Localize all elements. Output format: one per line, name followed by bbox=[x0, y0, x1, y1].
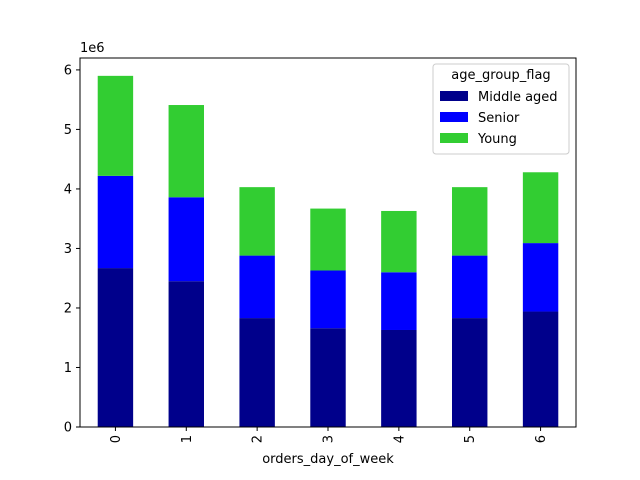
x-tick-label: 1 bbox=[180, 435, 195, 443]
y-tick-label: 0 bbox=[64, 421, 72, 436]
legend: age_group_flag Middle aged Senior Young bbox=[432, 63, 570, 155]
legend-label-senior: Senior bbox=[478, 111, 520, 126]
y-tick-label: 6 bbox=[64, 63, 72, 78]
x-tick-label: 4 bbox=[392, 435, 407, 443]
bar-young-day-1 bbox=[168, 105, 204, 198]
bar-young-day-2 bbox=[239, 187, 275, 256]
bar-middle-aged-day-2 bbox=[239, 318, 275, 427]
x-tick-label: 3 bbox=[322, 435, 337, 443]
legend-items: Middle aged Senior Young bbox=[440, 90, 558, 147]
bar-middle-aged-day-3 bbox=[310, 328, 346, 427]
y-tick-label: 5 bbox=[64, 123, 72, 138]
y-tick-label: 2 bbox=[64, 301, 72, 316]
bar-middle-aged-day-1 bbox=[168, 281, 204, 427]
legend-box bbox=[432, 63, 570, 155]
y-tick-label: 3 bbox=[64, 242, 72, 257]
legend-swatch-senior bbox=[440, 112, 468, 122]
bar-senior-day-2 bbox=[239, 255, 275, 319]
legend-swatch-middle-aged bbox=[440, 91, 468, 101]
y-scale-label: 1e6 bbox=[80, 41, 105, 56]
bars-group bbox=[97, 75, 559, 427]
bar-senior-day-3 bbox=[310, 270, 346, 329]
plot-frame bbox=[79, 57, 577, 428]
bar-middle-aged-day-5 bbox=[452, 318, 488, 427]
bar-young-day-4 bbox=[381, 210, 417, 273]
x-tick-label: 0 bbox=[109, 435, 124, 443]
bar-senior-day-1 bbox=[168, 197, 204, 282]
bar-senior-day-5 bbox=[452, 255, 488, 319]
x-axis: 0 1 2 3 4 5 6 bbox=[109, 427, 549, 443]
bar-senior-day-4 bbox=[381, 272, 417, 330]
bar-senior-day-0 bbox=[97, 175, 134, 269]
bar-young-day-5 bbox=[452, 187, 488, 256]
bar-middle-aged-day-0 bbox=[97, 268, 134, 427]
bar-senior-day-6 bbox=[522, 243, 559, 312]
bar-middle-aged-day-6 bbox=[522, 311, 559, 427]
legend-title: age_group_flag bbox=[451, 68, 550, 83]
legend-swatch-young bbox=[440, 133, 468, 143]
x-tick-label: 6 bbox=[534, 435, 549, 443]
x-tick-label: 2 bbox=[251, 435, 266, 443]
y-tick-label: 4 bbox=[64, 182, 72, 197]
y-axis: 0 1 2 3 4 5 6 bbox=[64, 63, 80, 436]
x-tick-label: 5 bbox=[463, 435, 478, 443]
y-tick-label: 1 bbox=[64, 361, 72, 376]
legend-label-young: Young bbox=[477, 132, 517, 147]
bar-young-day-0 bbox=[97, 75, 134, 176]
bar-young-day-3 bbox=[310, 208, 346, 271]
bar-middle-aged-day-4 bbox=[381, 329, 417, 427]
bar-young-day-6 bbox=[522, 172, 559, 244]
legend-label-middle-aged: Middle aged bbox=[478, 90, 558, 105]
x-axis-label: orders_day_of_week bbox=[262, 452, 394, 467]
